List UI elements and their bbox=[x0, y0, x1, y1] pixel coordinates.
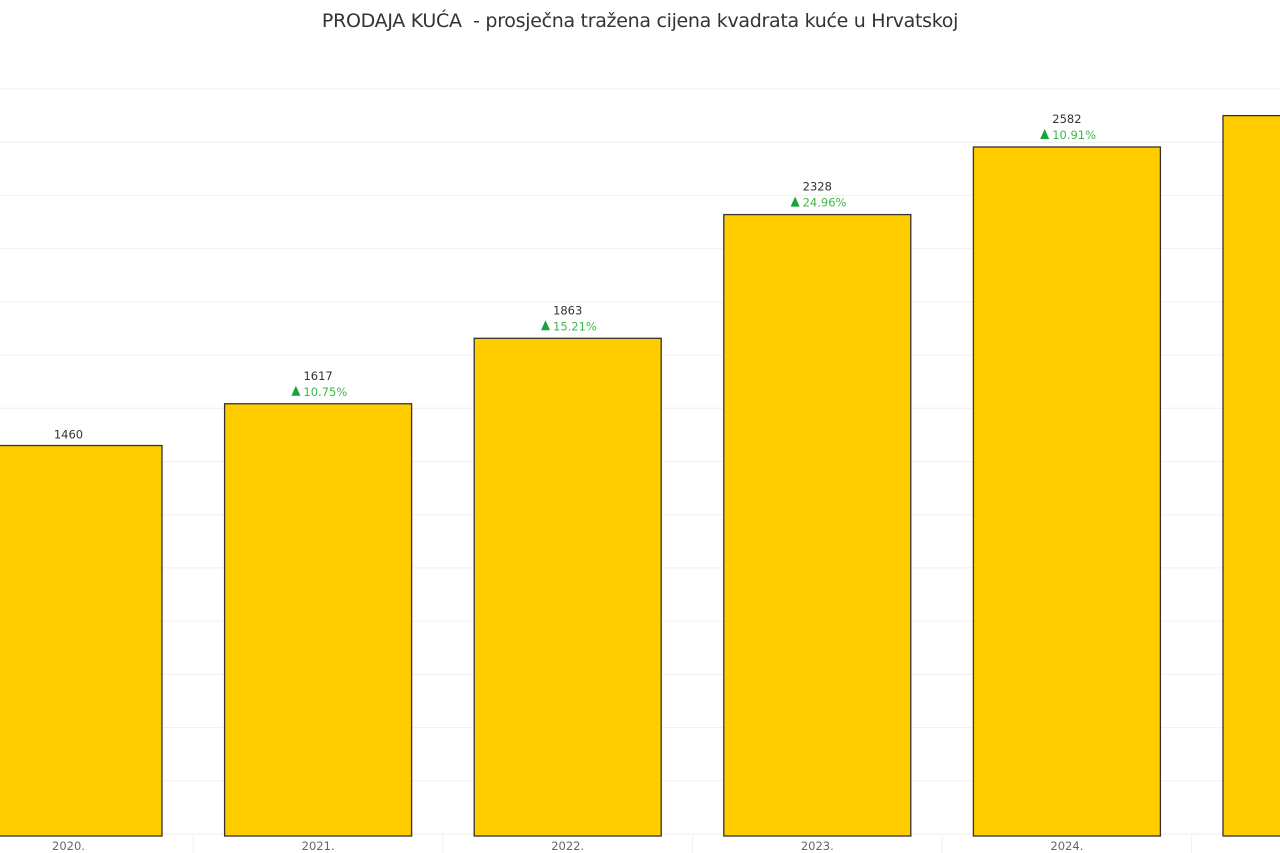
change-label: 15.21% bbox=[553, 319, 597, 333]
change-label: 10.75% bbox=[303, 385, 347, 399]
x-tick-label: 2022. bbox=[551, 839, 584, 853]
bar[interactable] bbox=[0, 444, 163, 837]
up-triangle-icon bbox=[541, 320, 550, 331]
up-triangle-icon bbox=[291, 385, 301, 396]
up-triangle-icon bbox=[790, 196, 800, 207]
bar[interactable] bbox=[1222, 114, 1280, 837]
bars bbox=[0, 114, 1280, 837]
value-label: 1863 bbox=[553, 303, 582, 317]
x-tick-label: 2020. bbox=[52, 839, 85, 853]
x-tick-label: 2023. bbox=[801, 839, 834, 853]
x-tick-label: 2021. bbox=[302, 839, 335, 853]
up-triangle-icon bbox=[1040, 129, 1050, 140]
chart-title: PRODAJA KUĆA - prosječna tražena cijena … bbox=[321, 10, 959, 32]
x-tick-label: 2024. bbox=[1050, 839, 1083, 853]
bar[interactable] bbox=[473, 337, 662, 837]
bar[interactable] bbox=[223, 403, 413, 837]
bar[interactable] bbox=[972, 146, 1162, 837]
data-labels: 1460 1617 10.75% 1863 15.21% 2328 24.96% 2582 10… bbox=[54, 112, 1096, 442]
change-label: 10.91% bbox=[1052, 128, 1096, 142]
x-axis: 2020. 2021. 2022. 2023. 2024. bbox=[52, 839, 1083, 853]
change-label: 24.96% bbox=[803, 196, 847, 210]
bar[interactable] bbox=[723, 213, 912, 837]
value-label: 1460 bbox=[54, 428, 83, 442]
value-label: 2582 bbox=[1052, 112, 1081, 126]
value-label: 1617 bbox=[303, 369, 332, 383]
value-label: 2328 bbox=[803, 180, 832, 194]
